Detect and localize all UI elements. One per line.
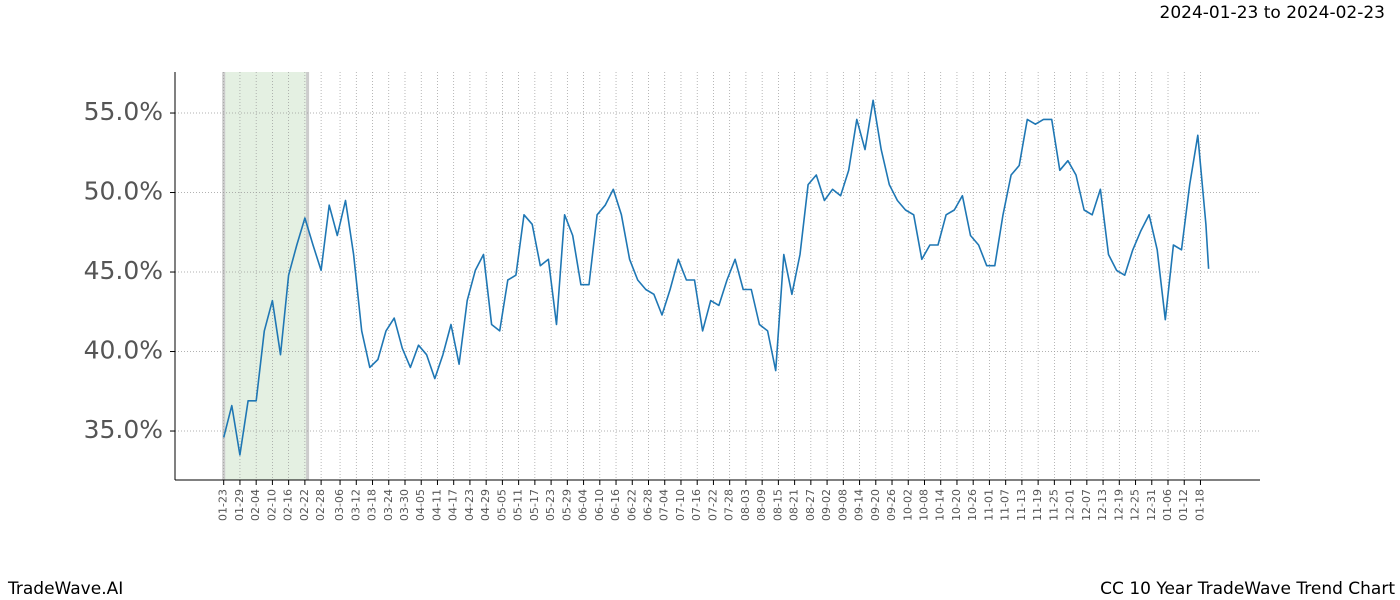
x-tick-label: 09-08 xyxy=(836,489,849,521)
x-tick-label: 06-28 xyxy=(642,489,655,521)
x-tick-label: 02-16 xyxy=(282,489,295,521)
x-tick-label: 04-11 xyxy=(430,489,443,521)
x-tick-label: 01-12 xyxy=(1177,489,1190,521)
y-tick-label: 45.0% xyxy=(84,256,163,285)
x-tick-label: 08-27 xyxy=(804,489,817,521)
x-tick-label: 04-29 xyxy=(479,489,492,521)
x-tick-label: 11-01 xyxy=(982,489,995,521)
x-tick-label: 05-29 xyxy=(560,489,573,521)
x-tick-label: 09-02 xyxy=(820,489,833,521)
brand: TradeWave.AI xyxy=(7,579,123,599)
x-tick-label: 01-06 xyxy=(1161,489,1174,521)
x-tick-label: 05-05 xyxy=(495,489,508,521)
x-tick-label: 09-26 xyxy=(885,489,898,521)
x-tick-label: 03-30 xyxy=(398,489,411,521)
x-tick-label: 03-24 xyxy=(382,489,395,521)
x-tick-label: 12-25 xyxy=(1129,489,1142,521)
x-tick-label: 12-31 xyxy=(1145,489,1158,521)
x-tick-label: 12-01 xyxy=(1064,489,1077,521)
x-tick-label: 08-09 xyxy=(755,489,768,521)
x-tick-label: 02-04 xyxy=(249,489,262,521)
y-tick-label: 40.0% xyxy=(84,336,163,365)
x-tick-label: 01-29 xyxy=(233,489,246,521)
x-tick-label: 11-25 xyxy=(1047,489,1060,521)
date-range: 2024-01-23 to 2024-02-23 xyxy=(1160,3,1385,23)
x-tick-label: 09-20 xyxy=(869,489,882,521)
x-tick-label: 08-21 xyxy=(788,489,801,521)
x-tick-label: 11-13 xyxy=(1015,489,1028,521)
y-tick-label: 50.0% xyxy=(84,177,163,206)
x-tick-label: 10-08 xyxy=(917,489,930,521)
x-tick-label: 07-22 xyxy=(706,489,719,521)
x-tick-label: 05-11 xyxy=(512,489,525,521)
x-tick-label: 10-14 xyxy=(934,489,947,521)
x-tick-label: 01-23 xyxy=(217,489,230,521)
x-tick-label: 03-06 xyxy=(333,489,346,521)
x-tick-label: 04-17 xyxy=(447,489,460,521)
x-tick-label: 12-07 xyxy=(1080,489,1093,521)
x-tick-label: 05-17 xyxy=(528,489,541,521)
x-tick-label: 06-04 xyxy=(577,489,590,521)
x-tick-label: 07-10 xyxy=(674,489,687,521)
y-tick-label: 55.0% xyxy=(84,97,163,126)
x-tick-label: 02-28 xyxy=(314,489,327,521)
x-tick-label: 01-18 xyxy=(1193,489,1206,521)
x-tick-label: 04-05 xyxy=(414,489,427,521)
x-tick-label: 08-15 xyxy=(771,489,784,521)
x-tick-label: 05-23 xyxy=(544,489,557,521)
x-tick-label: 03-18 xyxy=(366,489,379,521)
x-tick-label: 02-10 xyxy=(265,489,278,521)
x-tick-label: 12-13 xyxy=(1096,489,1109,521)
x-tick-label: 10-02 xyxy=(901,489,914,521)
x-tick-label: 06-16 xyxy=(609,489,622,521)
y-tick-label: 35.0% xyxy=(84,415,163,444)
x-tick-label: 04-23 xyxy=(463,489,476,521)
x-tick-label: 09-14 xyxy=(853,489,866,521)
x-tick-label: 07-16 xyxy=(690,489,703,521)
chart-title: CC 10 Year TradeWave Trend Chart xyxy=(1100,579,1395,599)
x-tick-label: 12-19 xyxy=(1112,489,1125,521)
x-tick-label: 10-20 xyxy=(950,489,963,521)
x-tick-label: 07-04 xyxy=(658,489,671,521)
highlight-window xyxy=(223,72,308,480)
x-tick-label: 06-10 xyxy=(593,489,606,521)
x-tick-label: 07-28 xyxy=(723,489,736,521)
x-tick-label: 10-26 xyxy=(966,489,979,521)
x-tick-label: 02-22 xyxy=(298,489,311,521)
x-tick-label: 03-12 xyxy=(349,489,362,521)
x-tick-label: 11-07 xyxy=(999,489,1012,521)
x-tick-label: 06-22 xyxy=(625,489,638,521)
trend-line xyxy=(222,99,1210,456)
x-tick-label: 11-19 xyxy=(1031,489,1044,521)
x-tick-label: 08-03 xyxy=(739,489,752,521)
